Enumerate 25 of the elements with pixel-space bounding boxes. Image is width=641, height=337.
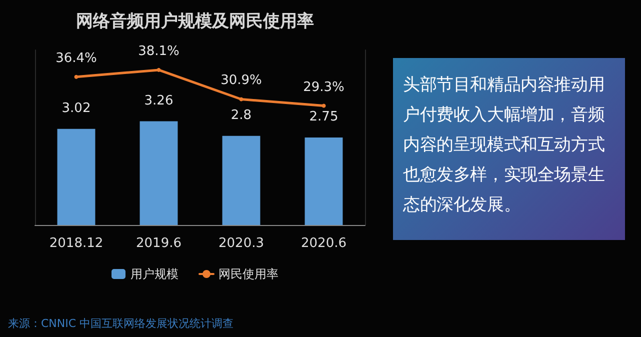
source-note: 来源：CNNIC 中国互联网络发展状况统计调查 — [8, 317, 234, 330]
data-label: 38.1% — [138, 44, 180, 59]
bar — [140, 121, 178, 225]
point — [156, 68, 161, 72]
x-tick-label: 2018.12 — [49, 236, 104, 251]
x-tick-label: 2020.3 — [218, 236, 264, 251]
point — [239, 97, 244, 102]
data-label: 3.02 — [62, 100, 91, 116]
bar — [57, 128, 96, 225]
point — [322, 104, 326, 108]
bar — [304, 138, 343, 225]
data-label: 29.3% — [303, 80, 344, 95]
bar — [222, 136, 260, 225]
legend-label: 网民使用率 — [218, 267, 278, 281]
x-tick-label: 2019.6 — [136, 236, 182, 251]
point — [74, 74, 78, 79]
data-label: 36.4% — [56, 50, 97, 66]
x-tick-label: 2020.6 — [301, 236, 346, 251]
chart-title: 网络音频用户规模及网民使用率 — [76, 12, 314, 32]
data-label: 3.26 — [144, 93, 174, 108]
legend-label: 用户规模 — [130, 267, 178, 281]
data-label: 2.75 — [309, 110, 338, 124]
data-label: 2.8 — [230, 108, 252, 123]
data-label: 30.9% — [220, 73, 262, 88]
text: 头部节目和精品内容推动用户付费收入大幅增加，音频内容的呈现模式和互动方式也愈发多样，实现全场景生态的深化发展。 — [403, 74, 606, 217]
